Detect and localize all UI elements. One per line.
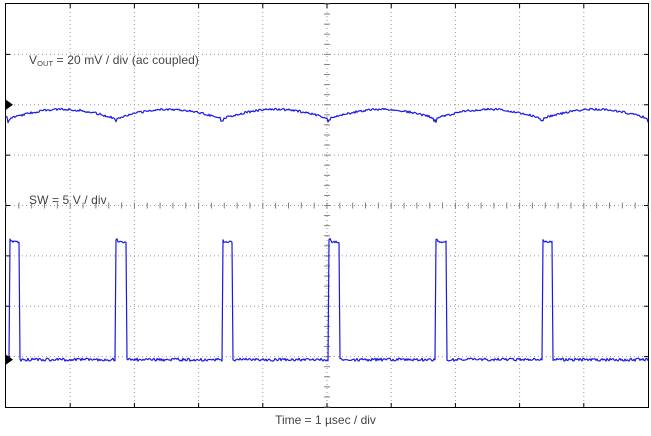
vout-channel-marker xyxy=(6,99,13,110)
vout-trace-label: VOUT = 20 mV / div (ac coupled) xyxy=(29,53,200,68)
sw-channel-marker xyxy=(6,354,13,365)
center-axis-ticks xyxy=(5,3,649,408)
scope-graticule-area: VOUT = 20 mV / div (ac coupled) SW = 5 V… xyxy=(5,3,649,408)
vout-label-subscript: OUT xyxy=(37,59,54,68)
vout-label-text: = 20 mV / div (ac coupled) xyxy=(53,53,200,67)
vout-label-prefix: V xyxy=(29,53,38,67)
time-axis-label: Time = 1 µsec / div xyxy=(275,413,376,427)
sw-trace-label: SW = 5 V / div xyxy=(29,193,107,207)
sw-trace xyxy=(5,237,649,362)
vout-trace xyxy=(5,107,649,124)
waveform-plot xyxy=(5,3,649,408)
